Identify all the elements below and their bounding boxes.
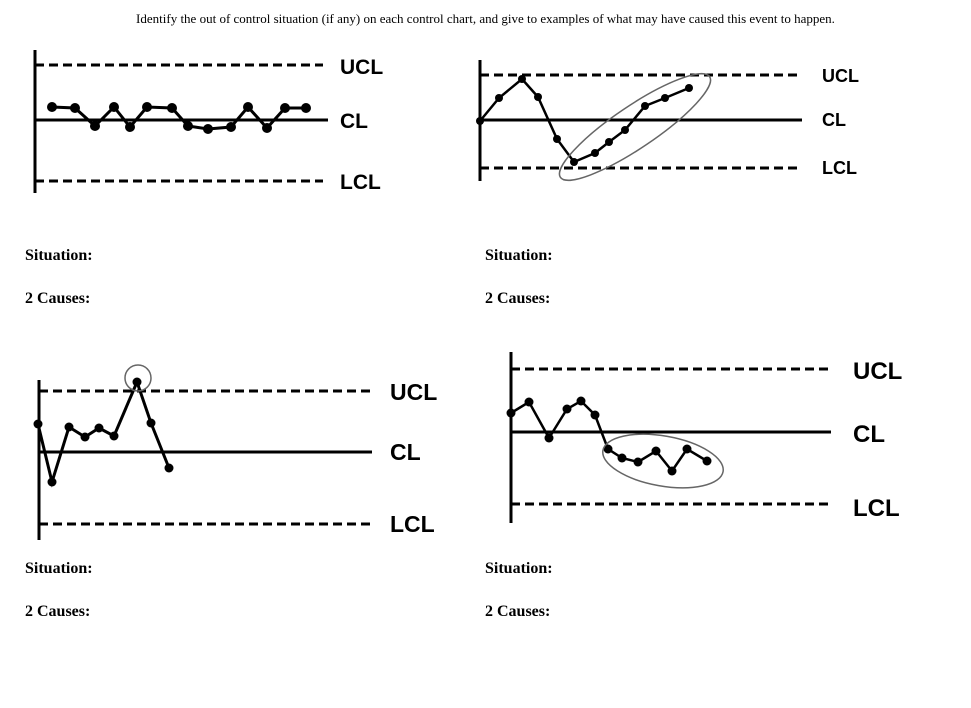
data-point <box>621 126 629 134</box>
data-point <box>506 408 516 418</box>
data-point <box>243 102 253 112</box>
data-point <box>146 418 156 428</box>
data-point <box>164 463 174 473</box>
data-point <box>685 84 693 92</box>
data-point <box>183 121 193 131</box>
ucl-label: UCL <box>340 56 383 79</box>
data-point <box>262 123 272 133</box>
data-point <box>570 158 578 166</box>
control-chart-1: UCL CL LCL <box>25 43 385 200</box>
data-point <box>603 444 613 454</box>
data-point <box>553 135 561 143</box>
data-point <box>651 446 661 456</box>
data-points <box>506 396 712 476</box>
lcl-label: LCL <box>390 511 435 537</box>
lcl-label: LCL <box>853 495 900 522</box>
data-point <box>518 75 526 83</box>
data-point <box>125 122 135 132</box>
highlight-circle <box>558 72 712 182</box>
data-point <box>280 103 290 113</box>
control-chart-2: UCL CL LCL <box>468 48 878 198</box>
causes-label-2: 2 Causes: <box>485 290 551 307</box>
highlight-circle <box>602 433 724 489</box>
control-chart-4: UCL CL LCL <box>497 327 912 555</box>
data-point <box>562 404 572 414</box>
causes-label-1: 2 Causes: <box>25 290 91 307</box>
data-point <box>142 102 152 112</box>
data-point <box>64 422 74 432</box>
ucl-label: UCL <box>390 379 437 405</box>
causes-label-4: 2 Causes: <box>485 603 551 620</box>
ucl-label: UCL <box>822 66 859 86</box>
data-point <box>633 457 643 467</box>
data-line <box>36 377 171 488</box>
data-point <box>667 466 677 476</box>
ucl-label: UCL <box>853 358 902 385</box>
instructions-text: Identify the out of control situation (i… <box>136 11 835 26</box>
data-point <box>682 444 692 454</box>
data-points <box>47 102 311 134</box>
data-point <box>590 410 600 420</box>
data-point <box>47 102 57 112</box>
control-chart-3: UCL CL LCL <box>28 355 453 555</box>
data-point <box>226 122 236 132</box>
data-point <box>605 138 613 146</box>
data-point <box>534 93 542 101</box>
data-point <box>301 103 311 113</box>
data-point <box>641 102 649 110</box>
situation-label-4: Situation: <box>485 560 553 577</box>
data-point <box>617 453 627 463</box>
data-point <box>167 103 177 113</box>
cl-label: CL <box>390 439 421 465</box>
data-line <box>510 399 708 474</box>
data-point <box>90 121 100 131</box>
data-point <box>203 124 213 134</box>
data-point <box>80 432 90 442</box>
data-point <box>47 477 57 487</box>
data-point <box>109 102 119 112</box>
data-points <box>476 75 693 166</box>
highlight-circle <box>124 364 152 392</box>
data-point <box>109 431 119 441</box>
data-point <box>524 397 534 407</box>
data-point <box>576 396 586 406</box>
data-point <box>495 94 503 102</box>
data-point <box>661 94 669 102</box>
data-point <box>544 433 554 443</box>
data-point <box>591 149 599 157</box>
cl-label: CL <box>853 421 885 448</box>
data-point <box>132 377 142 387</box>
data-point <box>70 103 80 113</box>
lcl-label: LCL <box>822 158 857 178</box>
lcl-label: LCL <box>340 171 381 194</box>
situation-label-3: Situation: <box>25 560 93 577</box>
data-point <box>476 117 484 125</box>
cl-label: CL <box>340 110 368 133</box>
situation-label-2: Situation: <box>485 247 553 264</box>
causes-label-3: 2 Causes: <box>25 603 91 620</box>
data-point <box>33 419 43 429</box>
data-points <box>33 377 174 487</box>
situation-label-1: Situation: <box>25 247 93 264</box>
cl-label: CL <box>822 110 846 130</box>
data-point <box>94 423 104 433</box>
data-point <box>702 456 712 466</box>
